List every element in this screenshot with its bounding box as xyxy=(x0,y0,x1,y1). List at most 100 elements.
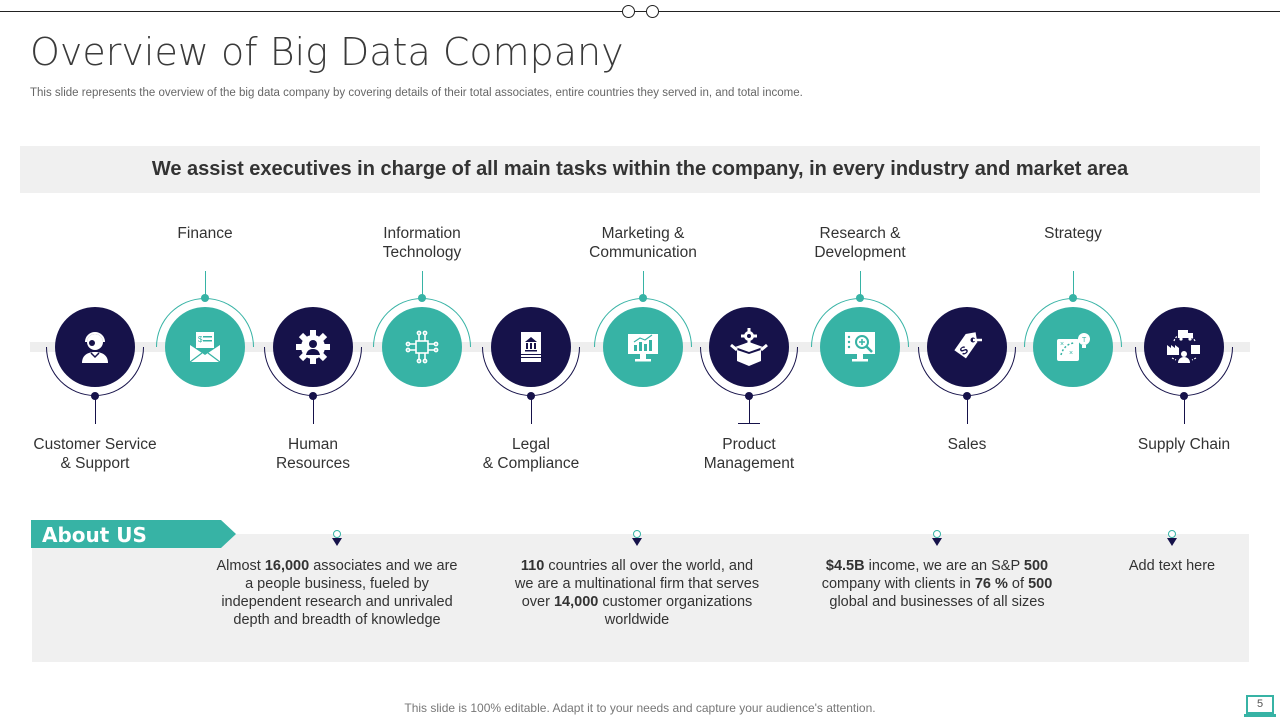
text-segment: Almost xyxy=(216,558,265,574)
label-line-1: Information xyxy=(383,225,461,242)
text-segment: of xyxy=(1007,576,1029,592)
connector-dot-sales xyxy=(963,392,971,400)
monitor-chart-icon xyxy=(624,329,662,365)
highlight-figure: 500 xyxy=(1023,558,1049,574)
label-line-1: Legal xyxy=(512,436,550,453)
connector-dot-marketing-communication xyxy=(639,294,647,302)
connector-dot-finance xyxy=(201,294,209,302)
highlight-figure: $4.5B xyxy=(825,558,865,574)
page-number: 5 xyxy=(1246,695,1274,714)
text-segment: company with clients in xyxy=(821,576,975,592)
label-line-2: & Compliance xyxy=(482,455,580,472)
department-label-information-technology: Information Technology xyxy=(342,224,502,262)
department-node-human-resources[interactable] xyxy=(273,307,353,387)
connector-line-strategy xyxy=(1073,271,1074,298)
svg-text:$: $ xyxy=(198,335,203,344)
label-line-1: Sales xyxy=(947,436,987,453)
label-line-2: Communication xyxy=(589,244,697,261)
laptop-base-icon xyxy=(1244,714,1276,717)
about-us-tab: About US xyxy=(31,520,236,548)
text-segment: countries all over the world, and we are… xyxy=(514,558,760,610)
price-tag-icon: S xyxy=(948,328,986,366)
page-number-badge: 5 xyxy=(1244,695,1276,717)
decorative-circle-right xyxy=(646,5,659,18)
department-node-information-technology[interactable] xyxy=(382,307,462,387)
legal-document-icon xyxy=(513,329,549,365)
department-label-strategy: Strategy xyxy=(993,224,1153,243)
text-segment: income, we are an S&P xyxy=(864,558,1024,574)
gear-person-icon xyxy=(294,328,332,366)
connector-dot-supply-chain xyxy=(1180,392,1188,400)
department-node-finance[interactable]: $ xyxy=(165,307,245,387)
invoice-envelope-icon: $ xyxy=(186,329,224,365)
text-segment: associates and we are a people business,… xyxy=(221,558,458,628)
page-title: Overview of Big Data Company xyxy=(30,30,624,74)
department-node-strategy[interactable]: × × T xyxy=(1033,307,1113,387)
mission-banner-text: We assist executives in charge of all ma… xyxy=(151,158,1129,180)
connector-line-sales xyxy=(967,396,968,424)
label-line-1: Research & xyxy=(819,225,901,242)
decorative-circle-left xyxy=(622,5,635,18)
about-panel xyxy=(32,534,1249,662)
highlight-figure: 16,000 xyxy=(264,558,310,574)
highlight-figure: 14,000 xyxy=(553,594,599,610)
connector-dot-information-technology xyxy=(418,294,426,302)
label-line-1: Human xyxy=(288,436,338,453)
location-pin-icon xyxy=(631,530,643,546)
connector-line-research-development xyxy=(860,271,861,298)
department-label-research-development: Research & Development xyxy=(780,224,940,262)
label-line-1: Customer Service xyxy=(33,436,157,453)
label-line-1: Strategy xyxy=(1044,225,1102,242)
department-node-legal-compliance[interactable] xyxy=(491,307,571,387)
customer-support-icon xyxy=(77,329,113,365)
department-node-sales[interactable]: S xyxy=(927,307,1007,387)
connector-dot-product-management xyxy=(745,392,753,400)
connector-line-marketing-communication xyxy=(643,271,644,298)
about-item-text: 110 countries all over the world, and we… xyxy=(512,557,762,629)
label-line-1: Marketing & xyxy=(601,225,685,242)
supply-chain-icon xyxy=(1164,327,1204,367)
connector-dot-strategy xyxy=(1069,294,1077,302)
connector-dot-customer-service-support xyxy=(91,392,99,400)
department-node-customer-service-support[interactable] xyxy=(55,307,135,387)
text-segment: global and businesses of all sizes xyxy=(829,594,1045,610)
label-line-2: & Support xyxy=(60,455,130,472)
top-decorative-line xyxy=(0,11,1280,12)
location-pin-icon xyxy=(331,530,343,546)
department-node-product-management[interactable] xyxy=(709,307,789,387)
department-label-marketing-communication: Marketing & Communication xyxy=(563,224,723,262)
department-label-supply-chain: Supply Chain xyxy=(1104,435,1264,454)
label-line-2: Resources xyxy=(275,455,351,472)
connector-line-human-resources xyxy=(313,396,314,424)
label-line-2: Development xyxy=(814,244,906,261)
highlight-figure: 110 xyxy=(520,558,545,574)
svg-text:×: × xyxy=(1069,350,1073,357)
label-line-2: Technology xyxy=(382,244,462,261)
department-node-supply-chain[interactable] xyxy=(1144,307,1224,387)
strategy-board-icon: × × T xyxy=(1053,329,1093,365)
page-subtitle: This slide represents the overview of th… xyxy=(30,87,803,99)
circuit-chip-icon xyxy=(403,328,441,366)
about-item-text: Add text here xyxy=(1047,557,1280,575)
highlight-figure: 76 % xyxy=(974,576,1008,592)
connector-line-legal-compliance xyxy=(531,396,532,424)
text-segment: Add text here xyxy=(1128,558,1216,574)
label-line-1: Supply Chain xyxy=(1137,436,1231,453)
about-us-heading: About US xyxy=(42,523,147,547)
department-label-customer-service-support: Customer Service & Support xyxy=(15,435,175,473)
department-node-research-development[interactable] xyxy=(820,307,900,387)
connector-dot-research-development xyxy=(856,294,864,302)
about-item-text: $4.5B income, we are an S&P 500 company … xyxy=(812,557,1062,611)
location-pin-icon xyxy=(931,530,943,546)
connector-line-supply-chain xyxy=(1184,396,1185,424)
connector-line-product-management xyxy=(749,396,750,424)
department-node-marketing-communication[interactable] xyxy=(603,307,683,387)
connector-line-customer-service-support xyxy=(95,396,96,424)
connector-end-bar xyxy=(738,423,760,424)
box-gear-icon xyxy=(729,327,769,367)
connector-dot-human-resources xyxy=(309,392,317,400)
about-item-text: Almost 16,000 associates and we are a pe… xyxy=(212,557,462,629)
monitor-gear-search-icon xyxy=(841,328,879,366)
text-segment: customer organizations worldwide xyxy=(598,594,753,628)
label-line-1: Product xyxy=(722,436,776,453)
